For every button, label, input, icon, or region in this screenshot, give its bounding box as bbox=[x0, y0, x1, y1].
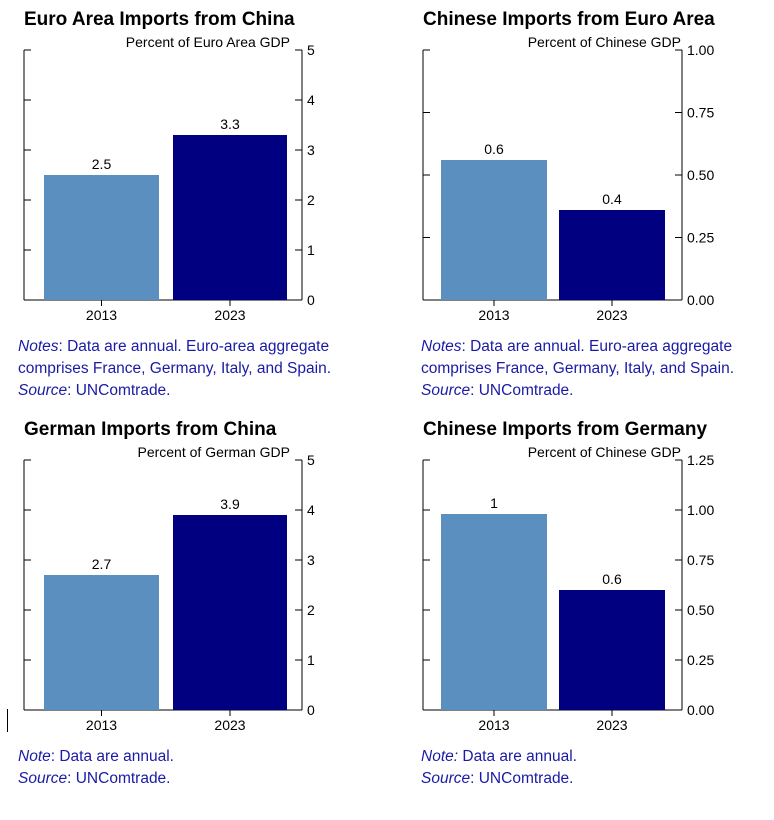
chart-panel-euro-imports-from-china: Euro Area Imports from China Percent of … bbox=[0, 0, 387, 410]
y-tick-label: 0.00 bbox=[687, 292, 714, 308]
data-label: 2.5 bbox=[92, 156, 112, 172]
chart-title: Euro Area Imports from China bbox=[24, 9, 295, 30]
plot-area: 0 1 2 3 4 5 2.7 2013 3.9 2023 bbox=[23, 452, 315, 733]
x-tick-label: 2023 bbox=[214, 717, 245, 733]
bar-2013 bbox=[44, 575, 159, 710]
y-tick-label: 0 bbox=[307, 702, 315, 718]
source-label: Source bbox=[421, 382, 471, 399]
source-label: Source bbox=[421, 770, 471, 787]
data-label: 2.7 bbox=[92, 556, 112, 572]
chart-title: German Imports from China bbox=[24, 419, 277, 440]
note-text: : Data are annual. Euro-area aggregate c… bbox=[18, 338, 331, 377]
y-tick-label: 3 bbox=[307, 552, 315, 568]
note-label: Notes bbox=[421, 338, 462, 355]
data-label: 3.3 bbox=[220, 116, 240, 132]
y-tick-label: 0.25 bbox=[687, 652, 714, 668]
bar-2023 bbox=[173, 515, 287, 710]
x-tick-label: 2023 bbox=[596, 717, 627, 733]
y-tick-label: 0.75 bbox=[687, 105, 714, 121]
text-cursor bbox=[7, 709, 8, 732]
note-text: : Data are annual. Euro-area aggregate c… bbox=[421, 338, 734, 377]
chart-notes: Notes: Data are annual. Euro-area aggreg… bbox=[421, 336, 771, 402]
chart-notes: Note: Data are annual. Source: UNComtrad… bbox=[421, 746, 771, 790]
y-axis-label: Percent of Euro Area GDP bbox=[126, 34, 290, 50]
y-tick-label: 4 bbox=[307, 502, 315, 518]
chart-svg: German Imports from China Percent of Ger… bbox=[23, 419, 315, 733]
y-tick-label: 1.00 bbox=[687, 42, 714, 58]
y-tick-label: 1 bbox=[307, 652, 315, 668]
plot-area: 0.00 0.25 0.50 0.75 1.00 1.25 1 2013 0.6 2023 bbox=[422, 452, 714, 733]
y-tick-label: 5 bbox=[307, 42, 315, 58]
source-text: : UNComtrade. bbox=[470, 382, 574, 399]
chart-panel-chinese-imports-from-germany: Chinese Imports from Germany Percent of … bbox=[387, 410, 774, 820]
source-text: : UNComtrade. bbox=[470, 770, 574, 787]
note-label: Note bbox=[18, 748, 51, 765]
note-text: : Data are annual. bbox=[50, 748, 174, 765]
y-tick-label: 4 bbox=[307, 92, 315, 108]
note-label: Notes bbox=[18, 338, 59, 355]
bar-2013 bbox=[441, 514, 547, 710]
x-tick-label: 2023 bbox=[596, 307, 627, 323]
bar-2023 bbox=[173, 135, 287, 300]
bar-2023 bbox=[559, 590, 665, 710]
y-tick-label: 1 bbox=[307, 242, 315, 258]
chart-panel-chinese-imports-from-euro-area: Chinese Imports from Euro Area Percent o… bbox=[387, 0, 774, 410]
note-label: Note: bbox=[421, 748, 459, 765]
bar-2013 bbox=[441, 160, 547, 300]
chart-title: Chinese Imports from Germany bbox=[423, 419, 707, 440]
chart-svg: Chinese Imports from Germany Percent of … bbox=[422, 419, 714, 733]
y-axis-label: Percent of Chinese GDP bbox=[528, 444, 681, 460]
y-tick-label: 0.00 bbox=[687, 702, 714, 718]
y-tick-label: 1.25 bbox=[687, 452, 714, 468]
plot-area: 0.00 0.25 0.50 0.75 1.00 0.6 2013 0.4 2023 bbox=[422, 42, 714, 323]
data-label: 1 bbox=[490, 495, 498, 511]
x-tick-label: 2013 bbox=[478, 307, 509, 323]
y-axis-label: Percent of Chinese GDP bbox=[528, 34, 681, 50]
bar-2023 bbox=[559, 210, 665, 300]
y-tick-label: 0.75 bbox=[687, 552, 714, 568]
source-label: Source bbox=[18, 770, 68, 787]
chart-notes: Notes: Data are annual. Euro-area aggreg… bbox=[18, 336, 378, 402]
y-tick-label: 5 bbox=[307, 452, 315, 468]
y-tick-label: 2 bbox=[307, 192, 315, 208]
y-tick-label: 2 bbox=[307, 602, 315, 618]
chart-panel-german-imports-from-china: German Imports from China Percent of Ger… bbox=[0, 410, 387, 820]
source-label: Source bbox=[18, 382, 68, 399]
chart-notes: Note: Data are annual. Source: UNComtrad… bbox=[18, 746, 378, 790]
y-tick-label: 1.00 bbox=[687, 502, 714, 518]
data-label: 3.9 bbox=[220, 496, 240, 512]
source-text: : UNComtrade. bbox=[67, 382, 171, 399]
y-axis-label: Percent of German GDP bbox=[137, 444, 290, 460]
chart-svg: Euro Area Imports from China Percent of … bbox=[23, 9, 315, 323]
y-tick-label: 0.50 bbox=[687, 602, 714, 618]
data-label: 0.4 bbox=[602, 191, 622, 207]
chart-svg: Chinese Imports from Euro Area Percent o… bbox=[422, 9, 715, 323]
x-tick-label: 2013 bbox=[478, 717, 509, 733]
x-tick-label: 2013 bbox=[86, 717, 117, 733]
y-tick-label: 0.25 bbox=[687, 230, 714, 246]
y-tick-label: 3 bbox=[307, 142, 315, 158]
source-text: : UNComtrade. bbox=[67, 770, 171, 787]
data-label: 0.6 bbox=[484, 141, 504, 157]
data-label: 0.6 bbox=[602, 571, 622, 587]
plot-area: 0 1 2 3 4 5 2.5 2013 3.3 2023 bbox=[23, 42, 315, 323]
x-tick-label: 2023 bbox=[214, 307, 245, 323]
x-tick-label: 2013 bbox=[86, 307, 117, 323]
y-tick-label: 0 bbox=[307, 292, 315, 308]
note-text: Data are annual. bbox=[458, 748, 577, 765]
y-tick-label: 0.50 bbox=[687, 167, 714, 183]
bar-2013 bbox=[44, 175, 159, 300]
chart-title: Chinese Imports from Euro Area bbox=[423, 9, 715, 30]
